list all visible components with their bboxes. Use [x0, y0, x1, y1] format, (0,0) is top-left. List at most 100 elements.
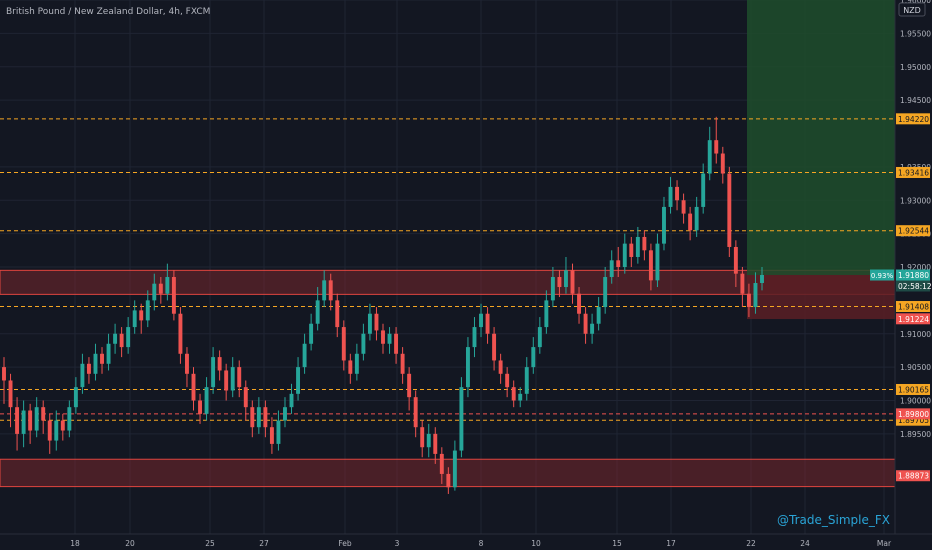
candlestick-series: [2, 116, 764, 494]
candle-body: [354, 353, 359, 374]
x-tick-label: 3: [395, 539, 400, 548]
candle-body: [714, 140, 719, 154]
x-tick-label: 18: [70, 539, 80, 548]
candle-body: [2, 367, 6, 381]
candle-body: [165, 277, 170, 294]
candle-body: [296, 367, 301, 394]
candle-body: [400, 353, 405, 374]
current-price-label-bg: [896, 269, 930, 281]
candle-body: [217, 357, 222, 371]
level-price-label: 1.92544: [898, 227, 929, 236]
candle-body: [465, 347, 470, 388]
candle-body: [41, 407, 46, 421]
candle-body: [648, 250, 653, 281]
candle-body: [518, 393, 523, 401]
candle-body: [289, 393, 294, 408]
level-price-label: 1.94220: [898, 115, 929, 124]
candle-body: [433, 433, 438, 454]
candle-body: [28, 410, 33, 431]
candle-body: [106, 343, 111, 364]
currency-badge-label: NZD: [903, 6, 921, 15]
currency-badge[interactable]: NZD: [898, 2, 926, 17]
level-price-label-bg: [896, 470, 930, 482]
candle-body: [720, 153, 725, 174]
candle-body: [211, 357, 216, 388]
candle-body: [570, 270, 575, 294]
candle-body: [185, 353, 189, 374]
level-price-label-bg: [896, 301, 930, 313]
level-price-label-bg: [896, 414, 930, 426]
candle-body: [283, 407, 287, 421]
candle-body: [668, 186, 673, 207]
candle-body: [132, 310, 137, 328]
y-tick-label: 1.94500: [900, 96, 931, 105]
candle-body: [479, 313, 483, 328]
candle-body: [596, 307, 601, 324]
candle-body: [67, 407, 72, 431]
candle-body: [73, 387, 78, 408]
candle-body: [655, 243, 660, 281]
x-tick-label: 10: [531, 539, 541, 548]
candle-body: [34, 407, 39, 431]
candle-body: [603, 277, 608, 308]
position-target-area: [747, 0, 895, 276]
candle-body: [204, 387, 209, 414]
candle-body: [727, 173, 732, 247]
long-position-tool[interactable]: [747, 0, 895, 320]
candle-body: [733, 246, 738, 274]
candle-body: [8, 380, 13, 408]
level-price-label: 1.88873: [898, 472, 929, 481]
candle-body: [256, 407, 261, 428]
candle-body: [452, 450, 457, 488]
chart-title: British Pound / New Zealand Dollar, 4h, …: [6, 7, 210, 17]
candle-body: [583, 313, 588, 334]
candle-body: [152, 283, 157, 301]
candle-body: [472, 327, 477, 348]
candle-body: [198, 400, 202, 414]
candle-body: [367, 313, 372, 334]
candle-body: [171, 277, 176, 314]
percent-badge-bg: [870, 269, 894, 281]
candle-body: [158, 283, 163, 294]
candle-body: [662, 206, 666, 244]
candle-body: [145, 300, 150, 321]
candle-body: [47, 420, 52, 441]
candle-body: [15, 407, 20, 434]
candle-body: [237, 367, 242, 388]
y-tick-label: 1.91000: [900, 330, 931, 339]
candle-body: [590, 323, 595, 334]
candle-body: [250, 407, 255, 428]
x-tick-label: 8: [479, 539, 484, 548]
price-labels: 1.94220 1.93416 1.92544 1.91408 1.90165 1.897…: [870, 113, 932, 482]
candle-body: [113, 333, 118, 344]
y-tick-label: 1.92000: [900, 263, 931, 272]
level-price-label-bg: [896, 383, 930, 395]
candle-body: [341, 327, 346, 361]
candle-body: [263, 407, 268, 428]
candle-body: [577, 293, 581, 314]
candle-body: [374, 313, 379, 331]
level-price-label-bg: [896, 166, 930, 178]
countdown-bg: [896, 280, 930, 292]
time-axis[interactable]: 18 20 25 27 Feb 3 8 10 15 17 22 24 Mar: [70, 539, 892, 548]
candle-body: [413, 397, 418, 428]
candle-body: [609, 260, 614, 278]
level-price-label: 1.89800: [898, 410, 929, 419]
candle-body: [557, 277, 562, 288]
candle-body: [126, 327, 131, 348]
candle-body: [322, 280, 327, 301]
y-tick-label: 1.95500: [900, 29, 931, 38]
candle-body: [564, 270, 568, 288]
candle-body: [230, 367, 235, 391]
candle-body: [361, 333, 366, 354]
candle-body: [635, 236, 640, 257]
x-tick-label: Feb: [338, 539, 352, 548]
x-tick-label: Mar: [877, 539, 892, 548]
x-tick-label: 20: [125, 539, 135, 548]
candle-body: [60, 420, 65, 431]
level-price-label-bg: [896, 408, 930, 420]
candle-body: [328, 280, 333, 301]
level-price-label: 1.90165: [898, 385, 929, 394]
candle-body: [459, 387, 464, 451]
